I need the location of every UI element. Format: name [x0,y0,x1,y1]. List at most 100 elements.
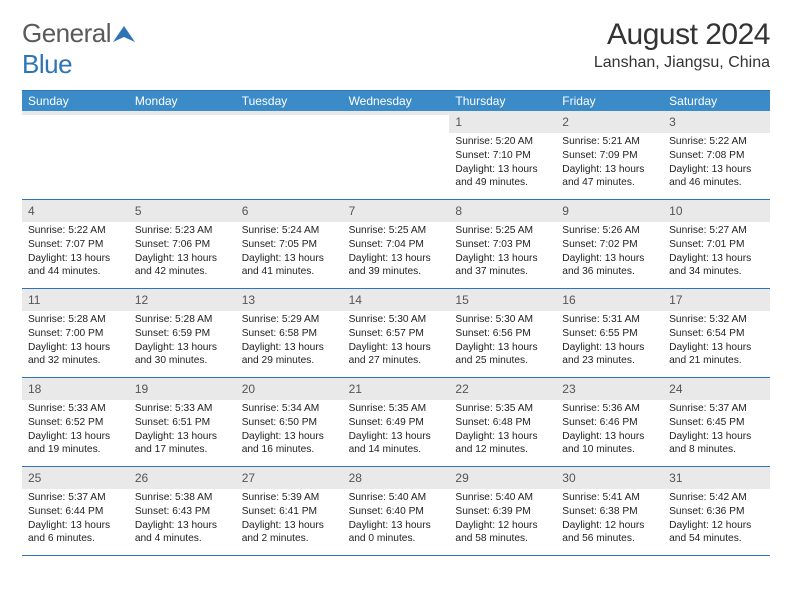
day-details: Sunrise: 5:30 AMSunset: 6:56 PMDaylight:… [455,313,550,368]
calendar-day-cell: 20Sunrise: 5:34 AMSunset: 6:50 PMDayligh… [236,378,343,466]
day-number-bar: 1 [449,111,556,133]
calendar-day-cell: 15Sunrise: 5:30 AMSunset: 6:56 PMDayligh… [449,289,556,377]
daylight-text: Daylight: 13 hours and 10 minutes. [562,430,657,458]
day-number-bar: 8 [449,200,556,222]
day-number: 20 [242,382,255,396]
day-number: 21 [349,382,362,396]
calendar-day-cell: 10Sunrise: 5:27 AMSunset: 7:01 PMDayligh… [663,200,770,288]
sunrise-text: Sunrise: 5:24 AM [242,224,337,238]
day-number-bar: 14 [343,289,450,311]
daylight-text: Daylight: 13 hours and 49 minutes. [455,163,550,191]
day-number-bar: 20 [236,378,343,400]
sunrise-text: Sunrise: 5:34 AM [242,402,337,416]
daylight-text: Daylight: 13 hours and 27 minutes. [349,341,444,369]
sunset-text: Sunset: 6:45 PM [669,416,764,430]
day-number: 26 [135,471,148,485]
sunset-text: Sunset: 6:40 PM [349,505,444,519]
day-details: Sunrise: 5:39 AMSunset: 6:41 PMDaylight:… [242,491,337,546]
daylight-text: Daylight: 13 hours and 37 minutes. [455,252,550,280]
sunrise-text: Sunrise: 5:33 AM [135,402,230,416]
day-number: 25 [28,471,41,485]
sunset-text: Sunset: 6:48 PM [455,416,550,430]
calendar-day-cell: 14Sunrise: 5:30 AMSunset: 6:57 PMDayligh… [343,289,450,377]
day-details: Sunrise: 5:21 AMSunset: 7:09 PMDaylight:… [562,135,657,190]
day-number: 13 [242,293,255,307]
calendar-header-cell: Tuesday [236,91,343,111]
daylight-text: Daylight: 13 hours and 46 minutes. [669,163,764,191]
sunrise-text: Sunrise: 5:23 AM [135,224,230,238]
day-number: 3 [669,115,676,129]
daylight-text: Daylight: 13 hours and 30 minutes. [135,341,230,369]
calendar-header-cell: Friday [556,91,663,111]
calendar-day-cell: 9Sunrise: 5:26 AMSunset: 7:02 PMDaylight… [556,200,663,288]
calendar-header-row: SundayMondayTuesdayWednesdayThursdayFrid… [22,91,770,111]
day-number: 28 [349,471,362,485]
day-number-bar: 31 [663,467,770,489]
daylight-text: Daylight: 13 hours and 14 minutes. [349,430,444,458]
sunset-text: Sunset: 7:09 PM [562,149,657,163]
daylight-text: Daylight: 12 hours and 54 minutes. [669,519,764,547]
calendar-header-cell: Monday [129,91,236,111]
sunrise-text: Sunrise: 5:41 AM [562,491,657,505]
day-number-bar: 13 [236,289,343,311]
sunset-text: Sunset: 6:50 PM [242,416,337,430]
calendar-day-cell: 7Sunrise: 5:25 AMSunset: 7:04 PMDaylight… [343,200,450,288]
calendar-day-cell: 30Sunrise: 5:41 AMSunset: 6:38 PMDayligh… [556,467,663,555]
day-number-bar: 11 [22,289,129,311]
day-number: 2 [562,115,569,129]
daylight-text: Daylight: 13 hours and 21 minutes. [669,341,764,369]
sunset-text: Sunset: 7:05 PM [242,238,337,252]
day-number-bar: 25 [22,467,129,489]
sunrise-text: Sunrise: 5:35 AM [455,402,550,416]
day-details: Sunrise: 5:37 AMSunset: 6:44 PMDaylight:… [28,491,123,546]
sunset-text: Sunset: 7:03 PM [455,238,550,252]
day-number: 24 [669,382,682,396]
day-details: Sunrise: 5:38 AMSunset: 6:43 PMDaylight:… [135,491,230,546]
day-details: Sunrise: 5:40 AMSunset: 6:39 PMDaylight:… [455,491,550,546]
day-number: 4 [28,204,35,218]
sunrise-text: Sunrise: 5:30 AM [349,313,444,327]
calendar-day-cell: 3Sunrise: 5:22 AMSunset: 7:08 PMDaylight… [663,111,770,199]
page-header: GeneralBlue August 2024 Lanshan, Jiangsu… [22,18,770,80]
calendar-day-cell: 19Sunrise: 5:33 AMSunset: 6:51 PMDayligh… [129,378,236,466]
day-number: 16 [562,293,575,307]
day-details: Sunrise: 5:25 AMSunset: 7:04 PMDaylight:… [349,224,444,279]
day-details: Sunrise: 5:25 AMSunset: 7:03 PMDaylight:… [455,224,550,279]
sunset-text: Sunset: 6:38 PM [562,505,657,519]
day-details: Sunrise: 5:30 AMSunset: 6:57 PMDaylight:… [349,313,444,368]
calendar-day-cell: 16Sunrise: 5:31 AMSunset: 6:55 PMDayligh… [556,289,663,377]
sunset-text: Sunset: 6:54 PM [669,327,764,341]
sunset-text: Sunset: 7:00 PM [28,327,123,341]
day-number-bar: 10 [663,200,770,222]
calendar-week-row: 25 Sunrise: 5:37 AMSunset: 6:44 PMDayligh… [22,467,770,556]
sunrise-text: Sunrise: 5:29 AM [242,313,337,327]
day-number-bar: 15 [449,289,556,311]
day-number-bar: 2 [556,111,663,133]
calendar-day-cell: 18Sunrise: 5:33 AMSunset: 6:52 PMDayligh… [22,378,129,466]
day-number: 31 [669,471,682,485]
sunrise-text: Sunrise: 5:25 AM [349,224,444,238]
sunset-text: Sunset: 7:10 PM [455,149,550,163]
day-details: Sunrise: 5:40 AMSunset: 6:40 PMDaylight:… [349,491,444,546]
day-details: Sunrise: 5:37 AMSunset: 6:45 PMDaylight:… [669,402,764,457]
calendar-day-cell: 24 Sunrise: 5:37 AMSunset: 6:45 PMDayligh… [663,378,770,466]
day-details: Sunrise: 5:28 AMSunset: 7:00 PMDaylight:… [28,313,123,368]
calendar-header-cell: Wednesday [343,91,450,111]
day-number: 17 [669,293,682,307]
daylight-text: Daylight: 13 hours and 19 minutes. [28,430,123,458]
day-number: 11 [28,293,40,307]
title-block: August 2024 Lanshan, Jiangsu, China [594,18,770,72]
calendar-day-cell: 11 Sunrise: 5:28 AMSunset: 7:00 PMDayligh… [22,289,129,377]
calendar-week-row: 1Sunrise: 5:20 AMSunset: 7:10 PMDaylight… [22,111,770,200]
calendar-day-cell: 23Sunrise: 5:36 AMSunset: 6:46 PMDayligh… [556,378,663,466]
daylight-text: Daylight: 13 hours and 29 minutes. [242,341,337,369]
day-details: Sunrise: 5:42 AMSunset: 6:36 PMDaylight:… [669,491,764,546]
day-details: Sunrise: 5:36 AMSunset: 6:46 PMDaylight:… [562,402,657,457]
calendar-day-cell: 12Sunrise: 5:28 AMSunset: 6:59 PMDayligh… [129,289,236,377]
daylight-text: Daylight: 13 hours and 6 minutes. [28,519,123,547]
day-details: Sunrise: 5:22 AMSunset: 7:07 PMDaylight:… [28,224,123,279]
calendar-day-cell: 26 Sunrise: 5:38 AMSunset: 6:43 PMDayligh… [129,467,236,555]
calendar-day-cell: 13Sunrise: 5:29 AMSunset: 6:58 PMDayligh… [236,289,343,377]
calendar-day-cell: 25 Sunrise: 5:37 AMSunset: 6:44 PMDayligh… [22,467,129,555]
day-number: 5 [135,204,142,218]
